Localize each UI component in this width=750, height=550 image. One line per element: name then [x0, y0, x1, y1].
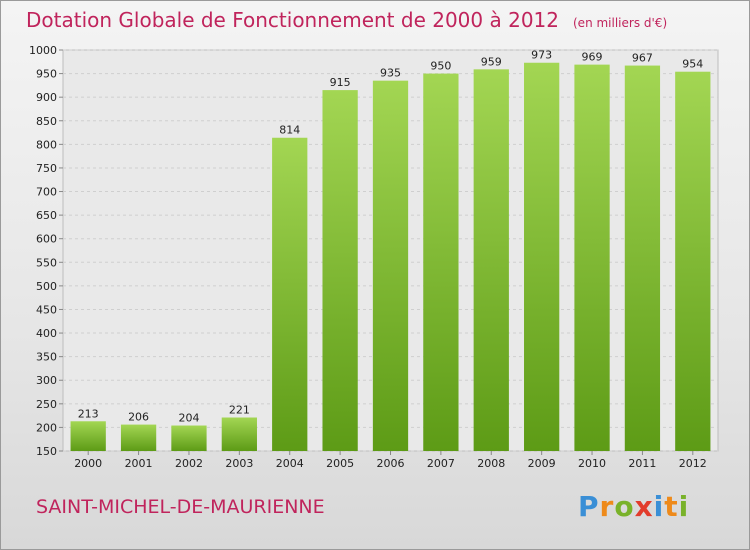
value-label: 935 — [380, 67, 401, 80]
bar — [272, 137, 308, 451]
y-tick-label: 650 — [36, 209, 57, 222]
x-tick-label: 2007 — [427, 457, 455, 470]
y-tick-label: 1000 — [29, 44, 57, 57]
logo-letter: P — [578, 490, 600, 523]
y-tick-label: 300 — [36, 374, 57, 387]
value-label: 915 — [330, 76, 351, 89]
chart-title: Dotation Globale de Fonctionnement de 20… — [26, 8, 667, 32]
x-tick-label: 2010 — [578, 457, 606, 470]
x-tick-label: 2002 — [175, 457, 203, 470]
y-tick-label: 550 — [36, 256, 57, 269]
x-tick-label: 2001 — [125, 457, 153, 470]
bar — [624, 65, 661, 451]
y-tick-label: 900 — [36, 91, 57, 104]
value-label: 954 — [682, 58, 703, 71]
logo-letter: r — [599, 490, 615, 523]
value-label: 206 — [128, 411, 149, 424]
y-tick-label: 150 — [36, 445, 57, 458]
bar — [221, 417, 257, 451]
chart-title-text: Dotation Globale de Fonctionnement de 20… — [26, 8, 559, 32]
y-tick-label: 350 — [36, 351, 57, 364]
y-tick-label: 850 — [36, 115, 57, 128]
y-tick-label: 200 — [36, 421, 57, 434]
logo-letter: o — [614, 490, 635, 523]
bar — [70, 421, 106, 451]
bar — [120, 424, 157, 451]
value-label: 959 — [481, 55, 502, 68]
x-tick-label: 2006 — [377, 457, 405, 470]
y-tick-label: 950 — [36, 68, 57, 81]
bar — [171, 425, 207, 451]
bar — [322, 90, 358, 451]
y-tick-label: 800 — [36, 138, 57, 151]
value-label: 950 — [430, 60, 451, 73]
value-label: 967 — [632, 52, 653, 65]
proxiti-logo: Proxiti — [578, 490, 689, 523]
y-tick-label: 250 — [36, 398, 57, 411]
logo-letter: i — [653, 490, 665, 523]
y-tick-label: 700 — [36, 186, 57, 199]
x-tick-label: 2000 — [74, 457, 102, 470]
y-tick-label: 500 — [36, 280, 57, 293]
logo-letter: x — [634, 490, 654, 523]
value-labels: 213 206 204 221 814 915 935 950 959 973 969 967 954 — [78, 49, 704, 425]
bar — [524, 62, 560, 452]
y-tick-label: 600 — [36, 233, 57, 246]
chart-unit: (en milliers d'€) — [573, 16, 668, 30]
value-label: 204 — [178, 412, 199, 425]
bar — [423, 73, 459, 452]
bar — [574, 64, 610, 452]
bar — [372, 80, 409, 451]
y-tick-label: 750 — [36, 162, 57, 175]
value-label: 213 — [78, 407, 99, 420]
value-label: 969 — [582, 51, 603, 64]
x-tick-label: 2005 — [326, 457, 354, 470]
bars — [70, 62, 711, 452]
bar — [675, 71, 711, 452]
x-tick-label: 2009 — [528, 457, 556, 470]
value-label: 973 — [531, 49, 552, 62]
y-axis-ticks: 150 200 250 300 350 400 450 500 550 600 650 700 750 8… — [29, 44, 63, 458]
city-name: SAINT-MICHEL-DE-MAURIENNE — [36, 496, 325, 518]
x-tick-label: 2008 — [477, 457, 505, 470]
x-tick-label: 2004 — [276, 457, 304, 470]
value-label: 814 — [279, 124, 300, 137]
y-tick-label: 400 — [36, 327, 57, 340]
x-tick-label: 2011 — [628, 457, 656, 470]
logo-letter: i — [678, 490, 690, 523]
x-tick-label: 2012 — [679, 457, 707, 470]
y-tick-label: 450 — [36, 303, 57, 316]
bar — [473, 69, 509, 452]
x-axis-ticks: 2000 2001 2002 2003 2004 2005 2006 2007 2008 2009… — [74, 451, 707, 470]
value-label: 221 — [229, 404, 250, 417]
x-tick-label: 2003 — [225, 457, 253, 470]
logo-letter: t — [664, 490, 679, 523]
